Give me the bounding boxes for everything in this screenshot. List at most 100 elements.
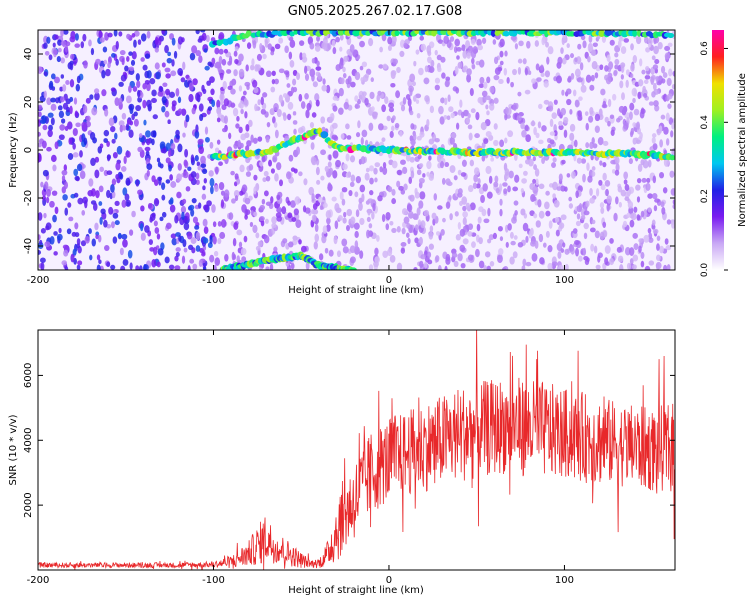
- heatmap-cell: [262, 92, 268, 98]
- heatmap-cell: [553, 199, 560, 208]
- heatmap-cell: [656, 235, 661, 242]
- heatmap-cell: [118, 120, 125, 127]
- heatmap-cell: [161, 211, 167, 218]
- heatmap-cell: [88, 228, 92, 235]
- heatmap-cell: [379, 166, 383, 173]
- heatmap-cell: [459, 228, 466, 237]
- heatmap-cell: [42, 124, 48, 131]
- heatmap-cell: [223, 98, 230, 107]
- heatmap-cell: [165, 142, 171, 152]
- heatmap-cell: [82, 104, 88, 114]
- heatmap-cell: [437, 66, 442, 73]
- heatmap-cell: [245, 124, 250, 132]
- heatmap-cell: [392, 58, 398, 65]
- heatmap-cell: [259, 215, 265, 222]
- heatmap-cell: [111, 191, 116, 199]
- heatmap-cell: [248, 164, 254, 171]
- heatmap-cell: [152, 130, 157, 138]
- heatmap-cell: [368, 264, 374, 270]
- heatmap-cell: [521, 265, 526, 270]
- heatmap-cell: [169, 174, 173, 181]
- heatmap-cell: [575, 220, 581, 227]
- heatmap-cell: [38, 153, 42, 163]
- carrier_line-cell: [320, 131, 329, 139]
- heatmap-cell: [214, 185, 219, 193]
- heatmap-cell: [512, 186, 519, 192]
- heatmap-cell: [69, 96, 74, 102]
- heatmap-cell: [311, 214, 317, 222]
- heatmap-cell: [335, 159, 342, 168]
- heatmap-cell: [304, 73, 310, 82]
- heatmap-cell: [64, 265, 69, 270]
- heatmap-cell: [377, 195, 383, 202]
- heatmap-cell: [534, 40, 539, 47]
- heatmap-cell: [197, 138, 204, 146]
- heatmap-cell: [600, 207, 605, 215]
- heatmap-cell: [214, 47, 220, 55]
- heatmap-cell: [546, 56, 550, 65]
- heatmap-cell: [583, 232, 588, 240]
- heatmap-cell: [531, 252, 538, 262]
- heatmap-cell: [169, 204, 176, 213]
- heatmap-cell: [213, 250, 219, 257]
- heatmap-cell: [252, 137, 258, 144]
- heatmap-cell: [311, 193, 315, 202]
- heatmap-cell: [448, 106, 454, 113]
- heatmap-cell: [115, 162, 121, 171]
- heatmap-cell: [50, 117, 55, 126]
- heatmap-cell: [507, 185, 511, 193]
- heatmap-cell: [606, 203, 610, 212]
- heatmap-cell: [83, 137, 88, 146]
- heatmap-cell: [589, 107, 594, 115]
- heatmap-cell: [73, 97, 78, 105]
- heatmap-cell: [508, 170, 514, 179]
- heatmap-cell: [180, 77, 186, 83]
- heatmap-cell: [561, 89, 565, 96]
- heatmap-cell: [349, 155, 356, 163]
- heatmap-cell: [387, 248, 393, 257]
- heatmap-cell: [311, 57, 316, 64]
- snr-x-ticks: -200 -100 0 100: [27, 330, 574, 586]
- heatmap-cell: [72, 142, 76, 150]
- heatmap-cell: [396, 66, 401, 74]
- heatmap-cell: [282, 238, 288, 244]
- heatmap-cell: [418, 177, 425, 184]
- heatmap-cell: [636, 178, 642, 184]
- heatmap-cell: [154, 179, 159, 187]
- heatmap-cell: [604, 179, 611, 187]
- heatmap-cell: [514, 174, 520, 183]
- heatmap-cell: [122, 259, 129, 266]
- heatmap-cell: [216, 99, 221, 109]
- heatmap-cell: [453, 175, 458, 181]
- heatmap-cell: [147, 202, 152, 209]
- heatmap-cell: [670, 130, 674, 138]
- heatmap-cell: [327, 182, 332, 191]
- heatmap-cell: [502, 267, 507, 270]
- heatmap-cell: [517, 241, 524, 248]
- heatmap-cell: [222, 80, 227, 90]
- heatmap-cell: [577, 110, 582, 117]
- heatmap-cell: [419, 260, 424, 268]
- heatmap-cell: [614, 58, 620, 66]
- heatmap-cell: [98, 30, 103, 39]
- heatmap-cell: [662, 187, 668, 194]
- heatmap-cell: [496, 254, 503, 264]
- heatmap-cell: [64, 44, 69, 53]
- heatmap-cell: [367, 198, 374, 204]
- heatmap-cell: [362, 74, 369, 82]
- heatmap-cell: [331, 134, 338, 140]
- heatmap-cell: [464, 239, 468, 245]
- heatmap-cell: [315, 66, 322, 71]
- heatmap-cell: [466, 52, 471, 59]
- heatmap-cell: [614, 156, 620, 165]
- heatmap-cell: [560, 214, 567, 221]
- heatmap-cell: [510, 35, 517, 41]
- heatmap-cell: [106, 261, 111, 268]
- heatmap-cell: [486, 191, 493, 199]
- heatmap-cell: [424, 65, 429, 73]
- heatmap-cell: [591, 61, 598, 70]
- heatmap-cell: [244, 197, 251, 205]
- heatmap-cell: [258, 267, 263, 270]
- heatmap-cell: [479, 76, 485, 84]
